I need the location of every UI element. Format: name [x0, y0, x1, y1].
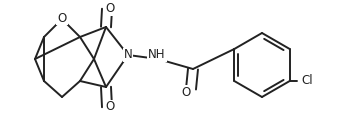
Text: O: O [57, 12, 67, 25]
Text: O: O [182, 85, 191, 99]
Text: Cl: Cl [301, 75, 313, 88]
Text: N: N [124, 48, 132, 62]
Text: NH: NH [148, 48, 166, 62]
Text: O: O [105, 2, 115, 15]
Text: O: O [105, 101, 115, 113]
